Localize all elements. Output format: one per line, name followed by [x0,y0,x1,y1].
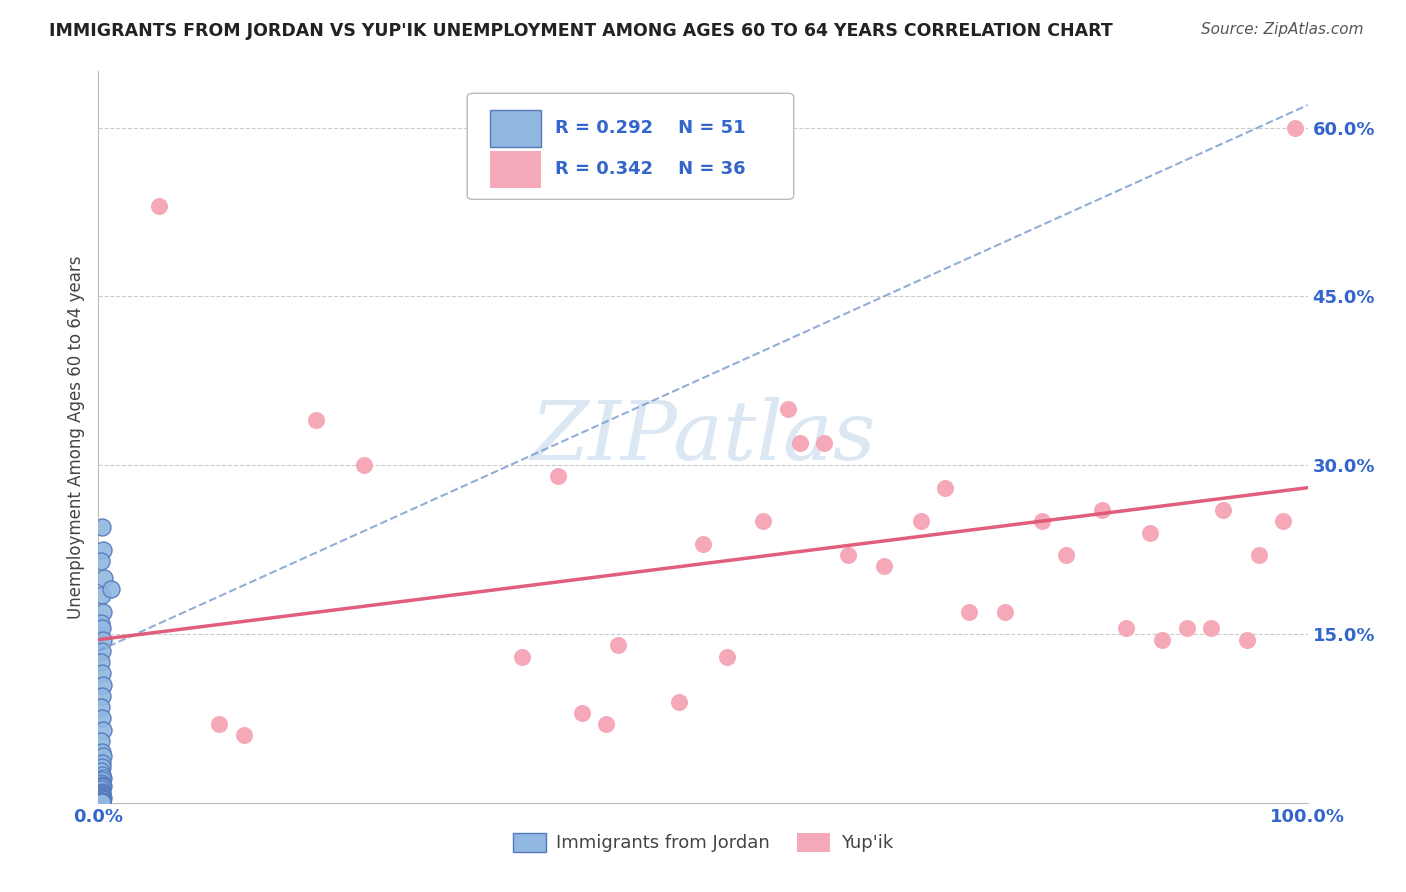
FancyBboxPatch shape [467,94,793,200]
Point [837,548,859,562]
Point [1175,621,1198,635]
Point [91,520,114,534]
Point [90,655,112,669]
Point [90,782,112,797]
Point [353,458,375,473]
Point [91,778,114,792]
Point [571,706,593,720]
Text: IMMIGRANTS FROM JORDAN VS YUP'IK UNEMPLOYMENT AMONG AGES 60 TO 64 YEARS CORRELAT: IMMIGRANTS FROM JORDAN VS YUP'IK UNEMPLO… [49,22,1114,40]
Point [91,795,114,809]
Point [91,792,114,806]
Point [90,764,112,779]
Point [1115,621,1137,635]
Point [957,605,980,619]
Point [90,795,112,809]
Point [1284,120,1306,135]
Point [692,537,714,551]
Text: ZIPatlas: ZIPatlas [530,397,876,477]
Point [547,469,569,483]
Legend: Immigrants from Jordan, Yup'ik: Immigrants from Jordan, Yup'ik [506,826,900,860]
Point [91,644,114,658]
Point [91,745,114,759]
Point [91,621,114,635]
Point [91,748,114,763]
Point [91,605,114,619]
Point [305,413,328,427]
Point [232,728,254,742]
Point [90,793,112,807]
Point [90,615,112,630]
Point [91,773,114,788]
Point [1236,632,1258,647]
Point [90,795,112,809]
Point [90,793,112,807]
Point [813,435,835,450]
Point [716,649,738,664]
Point [91,788,114,802]
Point [1054,548,1077,562]
Point [1199,621,1222,635]
Point [91,723,114,737]
Point [91,632,114,647]
Point [90,700,112,714]
FancyBboxPatch shape [491,151,541,187]
Point [91,792,114,806]
Point [90,789,112,803]
Point [1212,503,1234,517]
Point [91,784,114,798]
Point [91,795,114,809]
Point [776,401,799,416]
Point [873,559,896,574]
Point [510,649,533,664]
Point [91,790,114,805]
Point [148,199,170,213]
Point [789,435,811,450]
Point [91,771,114,785]
Point [607,638,630,652]
Text: R = 0.342    N = 36: R = 0.342 N = 36 [555,161,747,178]
Point [100,582,122,596]
Point [90,554,112,568]
Point [91,666,114,681]
Point [1031,515,1053,529]
Point [90,791,112,805]
Point [91,711,114,725]
Point [1139,525,1161,540]
Point [1272,515,1295,529]
Point [910,515,932,529]
Point [91,780,114,794]
Point [90,786,112,800]
Point [90,775,112,789]
Point [91,542,114,557]
Point [91,787,114,801]
Point [91,678,114,692]
Point [91,767,114,781]
Point [1152,632,1174,647]
Point [994,605,1017,619]
Y-axis label: Unemployment Among Ages 60 to 64 years: Unemployment Among Ages 60 to 64 years [66,255,84,619]
Point [91,588,114,602]
Point [91,795,114,809]
Point [90,734,112,748]
Point [668,694,690,708]
Point [208,717,231,731]
Point [91,756,114,771]
Point [93,571,115,585]
FancyBboxPatch shape [491,110,541,146]
Point [91,689,114,703]
Point [595,717,617,731]
Text: R = 0.292    N = 51: R = 0.292 N = 51 [555,120,747,137]
Point [91,793,114,807]
Point [91,791,114,805]
Text: Source: ZipAtlas.com: Source: ZipAtlas.com [1201,22,1364,37]
Point [91,760,114,774]
Point [752,515,775,529]
Point [91,795,114,809]
Point [1249,548,1271,562]
Point [91,779,114,793]
Point [1091,503,1114,517]
Point [934,481,956,495]
